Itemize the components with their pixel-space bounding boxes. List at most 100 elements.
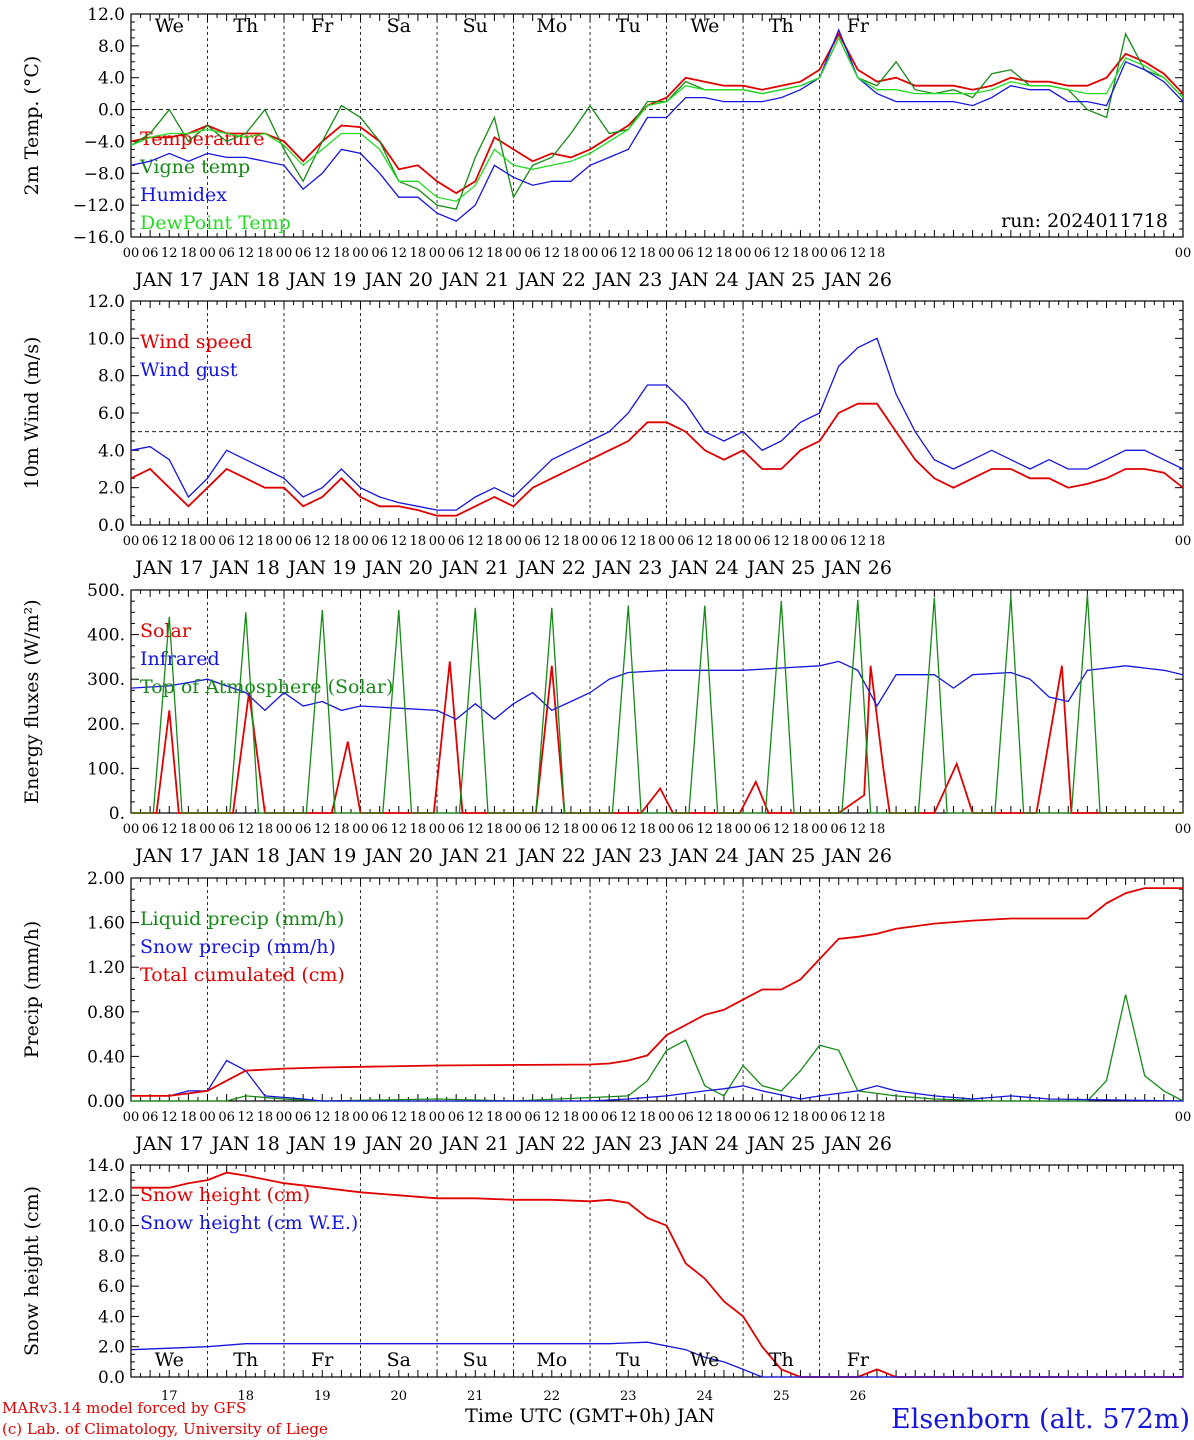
weekday-label: Mo <box>536 15 567 37</box>
weekday-label: We <box>155 15 184 37</box>
weekday-label: Th <box>233 15 258 37</box>
hour-tick-label: 12 <box>161 822 178 837</box>
hour-tick-label: 06 <box>295 1110 312 1125</box>
weekday-label: Th <box>233 1349 258 1371</box>
hour-tick-label: 18 <box>410 822 427 837</box>
hour-tick-label: 00 <box>811 822 828 837</box>
hour-tick-label: 12 <box>161 246 178 261</box>
hour-tick-label: 12 <box>237 246 254 261</box>
hour-tick-label: 06 <box>448 822 465 837</box>
hour-tick-label: 00 <box>1175 1110 1192 1125</box>
y-tick-label: 0. <box>109 804 125 824</box>
hour-tick-label: 12 <box>697 534 714 549</box>
hour-tick-label: 18 <box>257 246 274 261</box>
date-label: JAN 26 <box>822 1133 892 1155</box>
series-line-dewpoint-temp <box>130 36 1184 202</box>
hour-tick-label: 06 <box>601 822 618 837</box>
hour-tick-label: 06 <box>295 534 312 549</box>
y-tick-label: 500. <box>87 581 125 601</box>
weekday-label: We <box>690 15 719 37</box>
y-tick-label: −4.0 <box>84 132 125 152</box>
run-label: run: 2024011718 <box>1001 210 1168 232</box>
weekday-label: Tu <box>616 15 641 37</box>
hour-tick-label: 12 <box>467 246 484 261</box>
weekday-label: Fr <box>311 1349 334 1371</box>
hour-tick-label: 00 <box>199 246 216 261</box>
hour-tick-label: 00 <box>735 246 752 261</box>
day-number-label: 18 <box>237 1389 254 1404</box>
series-line-vigne-temp <box>130 32 1184 210</box>
hour-tick-label: 12 <box>697 246 714 261</box>
date-label: JAN 19 <box>286 269 356 291</box>
hour-tick-label: 12 <box>314 246 331 261</box>
y-tick-label: −8.0 <box>84 164 125 184</box>
legend-entry: Temperature <box>140 128 264 150</box>
hour-tick-label: 18 <box>792 822 809 837</box>
date-label: JAN 21 <box>439 557 509 579</box>
credit-line-1: MARv3.14 model forced by GFS <box>2 1399 246 1417</box>
hour-tick-label: 12 <box>773 822 790 837</box>
hour-tick-label: 06 <box>754 534 771 549</box>
hour-tick-label: 18 <box>563 534 580 549</box>
hour-tick-label: 18 <box>333 1110 350 1125</box>
hour-tick-label: 00 <box>352 1110 369 1125</box>
hour-tick-label: 12 <box>391 822 408 837</box>
series-line-top-of-atmosphere-solar- <box>131 594 1183 814</box>
date-label: JAN 22 <box>516 269 586 291</box>
day-number-label: 17 <box>161 1389 178 1404</box>
hour-tick-label: 00 <box>276 246 293 261</box>
hour-tick-label: 06 <box>601 534 618 549</box>
hour-tick-label: 06 <box>371 822 388 837</box>
hour-tick-label: 00 <box>505 1110 522 1125</box>
date-label: JAN 25 <box>745 845 815 867</box>
hour-tick-label: 18 <box>257 534 274 549</box>
hour-tick-label: 18 <box>410 534 427 549</box>
hour-tick-label: 06 <box>142 1110 159 1125</box>
hour-tick-label: 12 <box>544 246 561 261</box>
hour-tick-label: 12 <box>314 1110 331 1125</box>
date-label: JAN 22 <box>516 1133 586 1155</box>
hour-tick-label: 00 <box>811 534 828 549</box>
date-label: JAN 18 <box>210 269 280 291</box>
legend-entry: Humidex <box>140 184 227 206</box>
y-tick-label: 4.0 <box>98 1307 125 1327</box>
hour-tick-label: 12 <box>391 534 408 549</box>
date-label: JAN 21 <box>439 1133 509 1155</box>
hour-tick-label: 06 <box>142 246 159 261</box>
legend-entry: Snow height (cm W.E.) <box>140 1212 358 1234</box>
hour-tick-label: 18 <box>257 1110 274 1125</box>
hour-tick-label: 06 <box>601 246 618 261</box>
hour-tick-label: 06 <box>448 1110 465 1125</box>
hour-tick-label: 00 <box>429 246 446 261</box>
hour-tick-label: 18 <box>792 1110 809 1125</box>
date-label: JAN 20 <box>363 269 433 291</box>
hour-tick-label: 12 <box>544 822 561 837</box>
series-line-temperature <box>130 31 1184 195</box>
date-label: JAN 26 <box>822 269 892 291</box>
y-tick-label: 8.0 <box>98 1247 125 1267</box>
date-label: JAN 17 <box>133 557 203 579</box>
y-tick-label: 8.0 <box>98 367 125 387</box>
hour-tick-label: 00 <box>199 1110 216 1125</box>
date-label: JAN 23 <box>592 1133 662 1155</box>
hour-tick-label: 00 <box>123 246 140 261</box>
hour-tick-label: 00 <box>811 1110 828 1125</box>
hour-tick-label: 00 <box>505 534 522 549</box>
date-label: JAN 24 <box>669 1133 739 1155</box>
hour-tick-label: 12 <box>391 246 408 261</box>
hour-tick-label: 00 <box>123 1110 140 1125</box>
date-label: JAN 17 <box>133 845 203 867</box>
panel-1: 12.0 8.0 4.0 0.0 −4.0 −8.0 −12.0 −16.0 2m Temp. … <box>21 5 1191 291</box>
y-tick-label: 1.20 <box>87 958 125 978</box>
hour-tick-label: 00 <box>658 246 675 261</box>
day-number-label: 25 <box>773 1389 790 1404</box>
hour-tick-label: 06 <box>524 534 541 549</box>
hour-tick-label: 18 <box>716 246 733 261</box>
date-label: JAN 26 <box>822 845 892 867</box>
hour-tick-label: 12 <box>161 1110 178 1125</box>
hour-tick-label: 12 <box>773 1110 790 1125</box>
hour-tick-label: 06 <box>295 246 312 261</box>
hour-tick-label: 18 <box>563 822 580 837</box>
hour-tick-label: 06 <box>218 822 235 837</box>
